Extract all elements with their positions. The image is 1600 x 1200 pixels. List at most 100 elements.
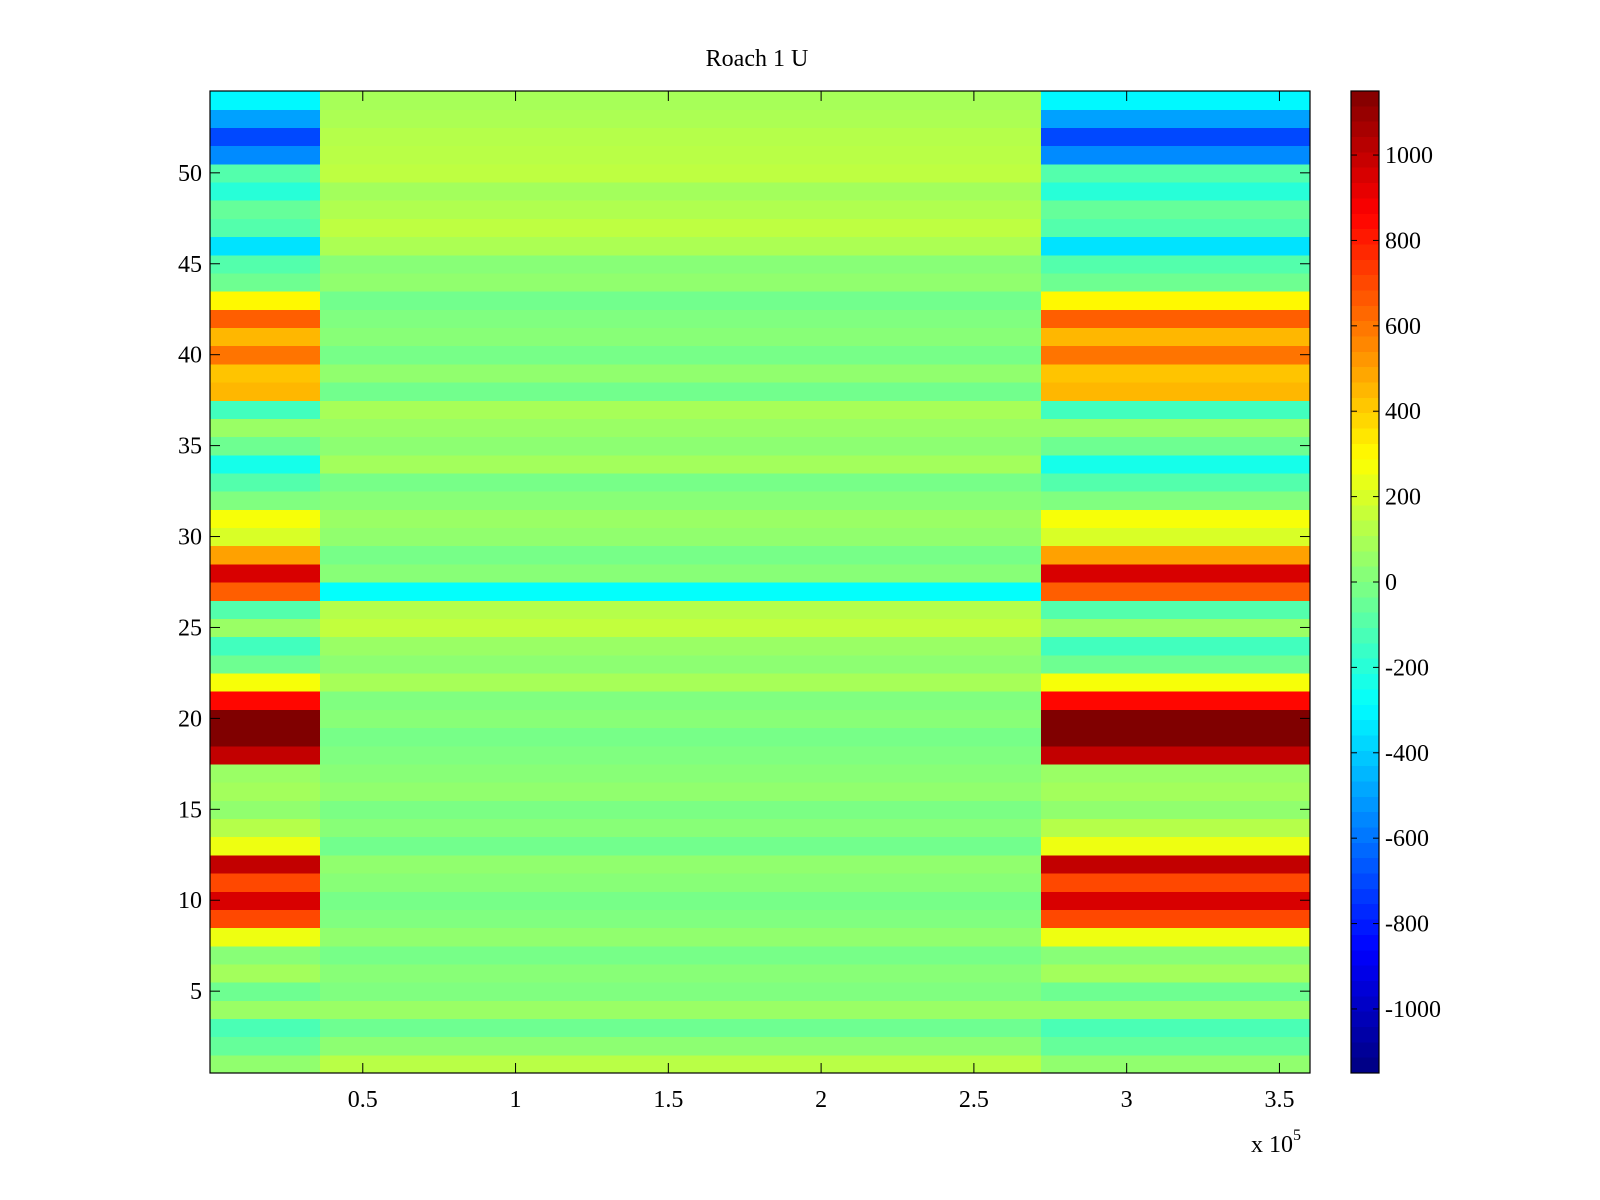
colorbar-band — [1351, 612, 1379, 629]
colorbar-band — [1351, 198, 1379, 215]
middle-block-row-37 — [320, 400, 1042, 419]
colorbar-tick-label: 1000 — [1385, 143, 1433, 169]
right-block-row-40 — [1041, 345, 1310, 365]
colorbar-band — [1351, 121, 1379, 138]
colorbar-band — [1351, 290, 1379, 307]
right-block-row-7 — [1041, 945, 1310, 965]
right-block-row-31 — [1041, 509, 1310, 529]
left-block-row-4 — [210, 1000, 321, 1020]
colorbar-band — [1351, 842, 1379, 859]
right-block-row-8 — [1041, 927, 1310, 947]
colorbar-band — [1351, 520, 1379, 537]
right-block-row-29 — [1041, 545, 1310, 565]
right-block-row-21 — [1041, 691, 1310, 710]
colorbar-band — [1351, 766, 1379, 782]
right-block-row-34 — [1041, 454, 1310, 474]
colorbar-band — [1351, 582, 1379, 598]
middle-block-row-54 — [320, 91, 1042, 110]
middle-block-row-47 — [320, 218, 1042, 238]
colorbar-band — [1351, 735, 1379, 752]
middle-block-row-6 — [320, 963, 1042, 983]
right-block-row-38 — [1041, 381, 1310, 401]
left-block-row-20 — [210, 709, 321, 729]
middle-block-row-10 — [320, 891, 1042, 910]
colorbar-band — [1351, 812, 1379, 828]
left-block-row-32 — [210, 491, 321, 510]
middle-block-row-20 — [320, 709, 1042, 729]
colorbar-band — [1351, 459, 1379, 476]
middle-block-row-9 — [320, 909, 1042, 929]
colorbar-band — [1351, 336, 1379, 353]
colorbar-band — [1351, 566, 1379, 583]
left-block-row-44 — [210, 272, 321, 292]
y-tick-label: 10 — [178, 888, 202, 914]
right-block-row-53 — [1041, 109, 1310, 128]
left-block-row-42 — [210, 309, 321, 329]
right-block-row-33 — [1041, 472, 1310, 492]
colorbar-band — [1351, 321, 1379, 337]
right-block-row-37 — [1041, 400, 1310, 419]
colorbar-band — [1351, 704, 1379, 721]
y-tick-label: 5 — [190, 979, 202, 1005]
x-tick-label: 3.5 — [1264, 1087, 1294, 1113]
middle-block-row-24 — [320, 636, 1042, 656]
right-block-row-30 — [1041, 527, 1310, 547]
left-block-row-15 — [210, 800, 321, 820]
right-block-row-27 — [1041, 582, 1310, 601]
colorbar-band — [1351, 474, 1379, 491]
y-tick-label: 40 — [178, 343, 202, 369]
left-block-row-7 — [210, 945, 321, 965]
colorbar-tick-label: 0 — [1385, 570, 1397, 596]
y-tick-label: 50 — [178, 161, 202, 187]
right-block-row-20 — [1041, 709, 1310, 729]
right-block-row-36 — [1041, 418, 1310, 438]
colorbar-band — [1351, 183, 1379, 199]
right-block-row-25 — [1041, 618, 1310, 638]
x-tick-label: 1.5 — [653, 1087, 683, 1113]
middle-block-row-48 — [320, 200, 1042, 219]
x-tick-label: 3 — [1121, 1087, 1133, 1113]
colorbar-band — [1351, 781, 1379, 798]
right-block-row-5 — [1041, 982, 1310, 1001]
middle-block-row-30 — [320, 527, 1042, 547]
left-block-row-52 — [210, 127, 321, 147]
right-block-row-43 — [1041, 291, 1310, 310]
middle-block-row-51 — [320, 145, 1042, 165]
left-block-row-53 — [210, 109, 321, 128]
right-block-row-4 — [1041, 1000, 1310, 1020]
colorbar-tick-label: -800 — [1385, 912, 1429, 938]
left-block-row-49 — [210, 181, 321, 201]
right-block-row-45 — [1041, 254, 1310, 274]
left-block-row-29 — [210, 545, 321, 565]
left-block-row-45 — [210, 254, 321, 274]
y-tick-label: 30 — [178, 525, 202, 551]
right-block-row-39 — [1041, 363, 1310, 383]
middle-block-row-3 — [320, 1018, 1042, 1038]
y-tick-label: 20 — [178, 706, 202, 732]
left-block-row-54 — [210, 91, 321, 110]
right-block-row-24 — [1041, 636, 1310, 656]
colorbar-band — [1351, 720, 1379, 736]
middle-block-row-38 — [320, 381, 1042, 401]
colorbar-band — [1351, 137, 1379, 153]
x-tick-label: 2 — [815, 1087, 827, 1113]
colorbar-band — [1351, 259, 1379, 276]
colorbar-band — [1351, 597, 1379, 614]
right-block-row-6 — [1041, 963, 1310, 983]
left-block-row-14 — [210, 818, 321, 838]
right-block-row-26 — [1041, 600, 1310, 619]
colorbar-band — [1351, 397, 1379, 414]
left-block-row-43 — [210, 291, 321, 310]
left-block-row-40 — [210, 345, 321, 365]
colorbar-band — [1351, 888, 1379, 905]
middle-block-row-12 — [320, 854, 1042, 874]
middle-block-row-50 — [320, 163, 1042, 183]
left-block-row-19 — [210, 727, 321, 747]
right-block-row-16 — [1041, 782, 1310, 801]
middle-block-row-46 — [320, 236, 1042, 256]
colorbar-tick-label: -600 — [1385, 826, 1429, 852]
left-block-row-37 — [210, 400, 321, 419]
middle-block-row-40 — [320, 345, 1042, 365]
y-tick-label: 45 — [178, 252, 202, 278]
left-block-row-30 — [210, 527, 321, 547]
